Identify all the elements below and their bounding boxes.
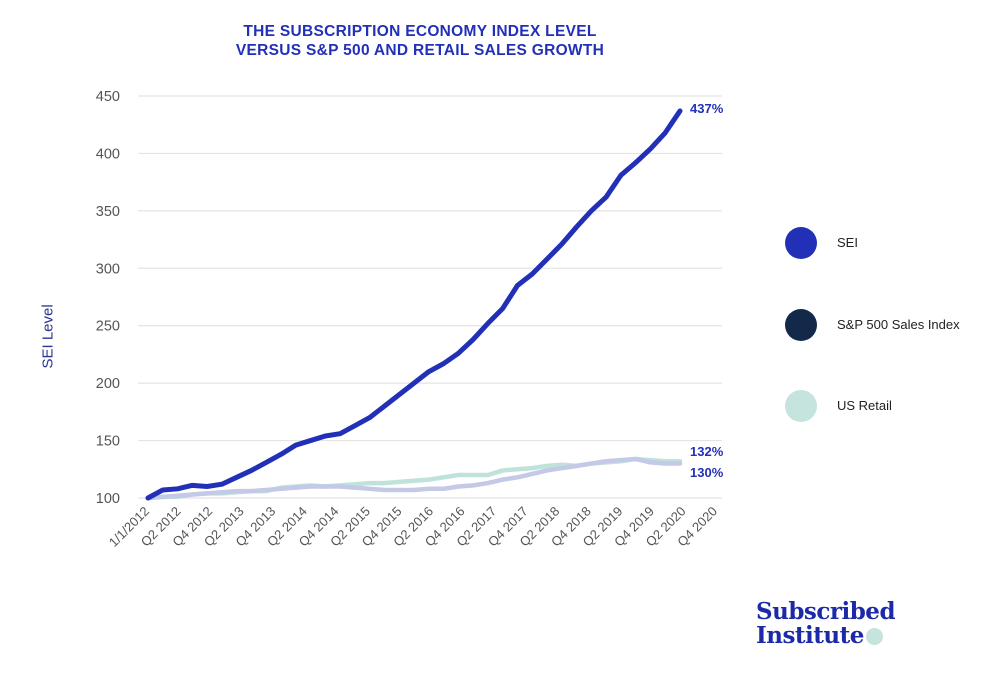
- y-tick-label: 200: [96, 376, 120, 392]
- y-tick-label: 400: [96, 146, 120, 162]
- logo-line-1: Subscribed: [756, 598, 896, 625]
- legend-swatch-icon: [785, 309, 817, 341]
- y-tick-label: 100: [96, 491, 120, 507]
- legend-label: SEI: [837, 235, 858, 250]
- y-tick-label: 150: [96, 434, 120, 450]
- y-tick-label: 350: [96, 204, 120, 220]
- end-label: 132%: [690, 444, 724, 459]
- legend-swatch-icon: [785, 227, 817, 259]
- logo-line-2: Institute: [756, 622, 864, 649]
- series-line-sei: [145, 108, 683, 501]
- subscribed-institute-logo: Subscribed Institute: [756, 598, 896, 649]
- y-tick-label: 250: [96, 319, 120, 335]
- y-tick-label: 450: [96, 89, 120, 105]
- legend-label: US Retail: [837, 398, 892, 413]
- series-line-s-p-500-sales-index: [145, 456, 683, 501]
- title-line-1: THE SUBSCRIPTION ECONOMY INDEX LEVEL: [243, 23, 597, 40]
- chart-title: THE SUBSCRIPTION ECONOMY INDEX LEVEL VER…: [150, 22, 690, 60]
- y-tick-label: 300: [96, 261, 120, 277]
- logo-dot-icon: [865, 628, 883, 645]
- end-label: 130%: [690, 465, 724, 480]
- end-label: 437%: [690, 101, 724, 116]
- legend-label: S&P 500 Sales Index: [837, 317, 960, 332]
- title-line-2: VERSUS S&P 500 AND RETAIL SALES GROWTH: [235, 42, 605, 59]
- legend-swatch-icon: [785, 390, 817, 422]
